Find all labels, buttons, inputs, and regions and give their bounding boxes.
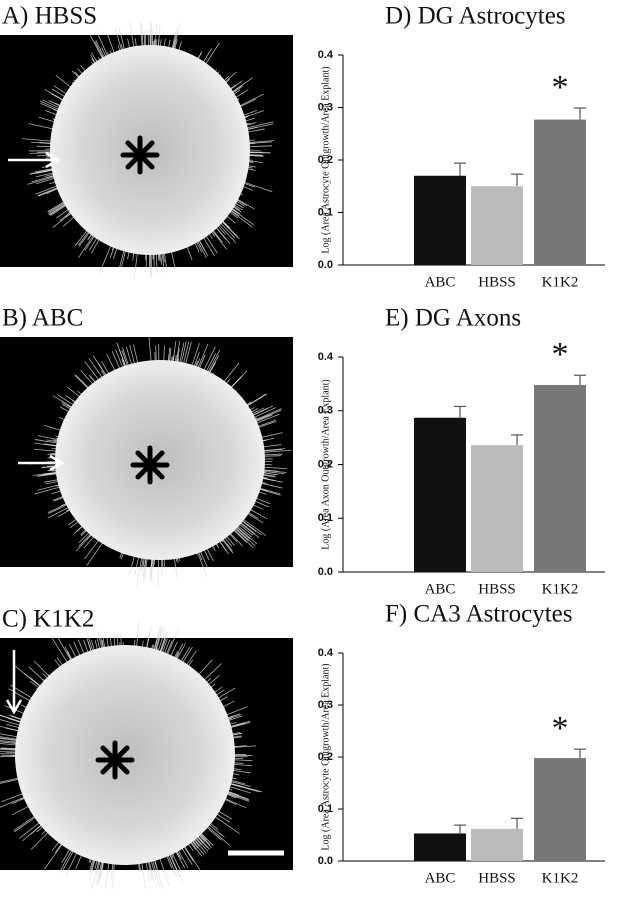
y-tick-label: 0.3	[318, 699, 333, 711]
y-tick-label: 0.4	[318, 647, 334, 659]
chart-title: D) DG Astrocytes	[385, 3, 566, 30]
chart-title: F) CA3 Astrocytes	[385, 601, 573, 628]
y-axis-label: Log (Area Astrocyte Outgrowth/Area Expla…	[320, 663, 331, 850]
arrow-head	[49, 454, 65, 472]
y-tick-label: 0.1	[318, 512, 333, 524]
annotation: *	[552, 710, 569, 747]
x-tick-label: ABC	[425, 274, 456, 290]
y-tick-label: 0.3	[318, 101, 333, 113]
x-tick-label: HBSS	[478, 274, 516, 290]
x-tick-label: ABC	[425, 581, 456, 597]
y-tick-label: 0.1	[318, 206, 333, 218]
center-marker	[100, 745, 130, 775]
x-tick-label: HBSS	[478, 581, 516, 597]
y-tick-label: 0.0	[318, 259, 333, 271]
fiber	[136, 552, 144, 587]
y-tick-label: 0.0	[318, 566, 333, 578]
x-tick-label: K1K2	[542, 581, 579, 597]
y-tick-label: 0.3	[318, 405, 333, 417]
explant	[50, 45, 250, 255]
fiber	[0, 794, 29, 808]
annotation: *	[552, 336, 569, 373]
panel-label: A) HBSS	[2, 3, 97, 30]
bar	[534, 384, 586, 572]
y-axis-label: Log (Area Axon Outgrowth/Area Explant)	[320, 379, 331, 550]
fiber	[239, 180, 273, 193]
fiber	[152, 855, 164, 889]
bar	[471, 828, 523, 861]
arrow-head	[5, 699, 23, 715]
x-tick-label: ABC	[425, 870, 456, 886]
arrow-head	[45, 151, 61, 169]
y-tick-label: 0.1	[318, 803, 333, 815]
annotation: *	[552, 69, 569, 106]
y-tick-label: 0.2	[318, 458, 333, 470]
bar	[534, 758, 586, 861]
x-tick-label: HBSS	[478, 870, 516, 886]
center-marker	[125, 140, 155, 170]
y-axis-label: Log (Area Astrocyte Outgrowth/Area Expla…	[320, 66, 331, 253]
bar	[414, 833, 466, 861]
y-tick-label: 0.4	[318, 49, 334, 61]
panel-label: B) ABC	[2, 305, 83, 332]
explant	[15, 645, 235, 865]
explant	[55, 360, 265, 560]
y-tick-label: 0.2	[318, 154, 333, 166]
bar	[414, 417, 466, 572]
chart-title: E) DG Axons	[385, 305, 521, 332]
y-tick-label: 0.4	[318, 351, 334, 363]
y-tick-label: 0.2	[318, 751, 333, 763]
bar	[534, 119, 586, 265]
bar	[471, 186, 523, 265]
panel-label: C) K1K2	[2, 606, 94, 633]
bar	[414, 175, 466, 265]
x-tick-label: K1K2	[542, 870, 579, 886]
bar	[471, 445, 523, 572]
y-tick-label: 0.0	[318, 855, 333, 867]
fiber	[27, 175, 59, 185]
center-marker	[135, 450, 165, 480]
x-tick-label: K1K2	[542, 274, 579, 290]
